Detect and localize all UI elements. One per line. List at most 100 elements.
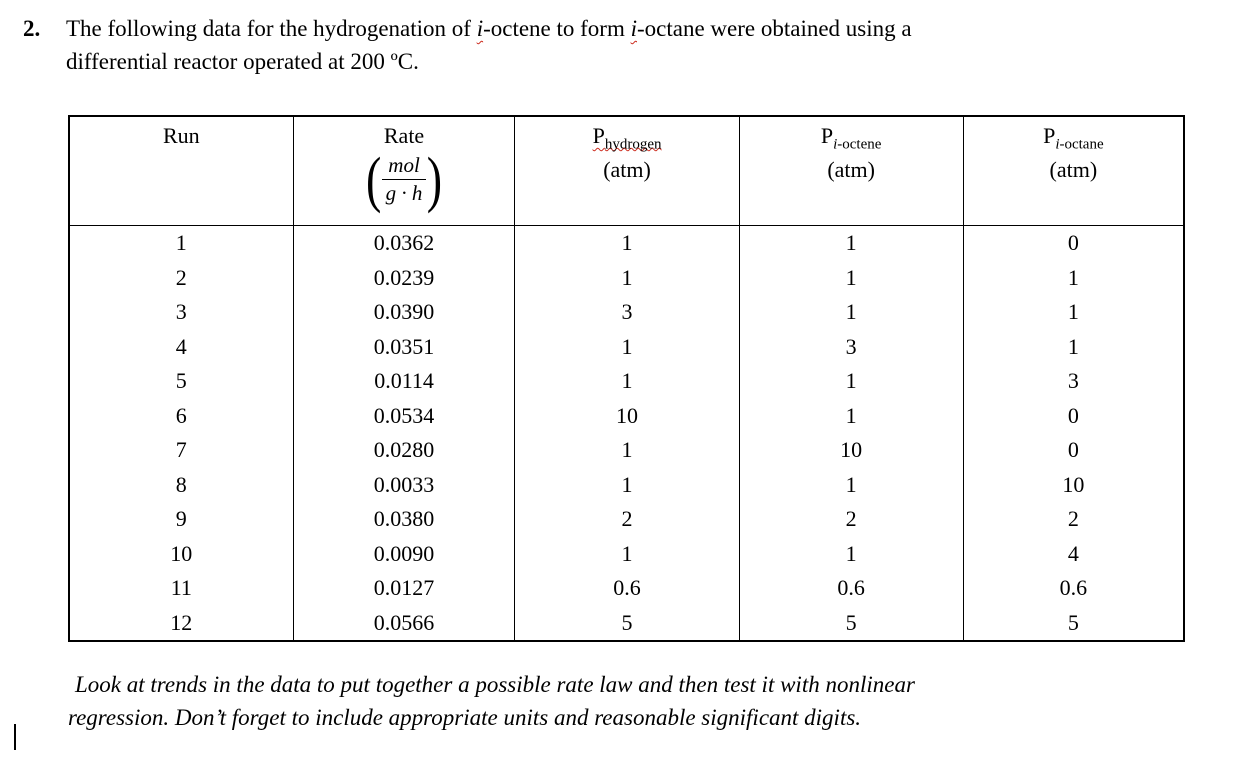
cell-p-octene: 1 [738,260,964,295]
table-row: 5 0.0114 1 1 3 [69,364,1184,399]
cell-p-octene: 0.6 [738,571,964,606]
cell-p-hydrogen: 3 [514,295,740,330]
problem-text-line2: differential reactor operated at 200 ºC. [66,49,419,75]
cell-run: 9 [175,506,187,531]
instruction-line2: regression. Don’t forget to include appr… [68,705,862,731]
cell-rate: 0.0351 [292,329,515,364]
problem-statement: 2. The following data for the hydrogenat… [23,12,1224,79]
cell-rate: 0.0114 [292,364,515,399]
cell-p-hydrogen: 1 [514,364,740,399]
table-row: 10 0.0090 1 1 4 [69,536,1184,571]
cell-p-octane: 10 [962,467,1184,502]
rate-unit: mol g · h [382,153,426,206]
table-row: 2 0.0239 1 1 1 [69,260,1184,295]
cell-run: 4 [175,333,187,359]
p-symbol: P [820,123,834,148]
cell-rate: 0.0362 [292,225,515,261]
cell-p-octene: 1 [738,364,964,399]
i-octene-i: i [476,16,484,41]
hydrogen-subscript: hydrogen [604,136,662,153]
text-cursor[interactable] [14,724,16,750]
cell-p-octane: 5 [962,605,1184,641]
cell-p-octene: 1 [738,398,964,433]
col-header-p-octane: Pi-octane (atm) [962,116,1184,226]
cell-p-octane: 1 [962,260,1184,295]
cell-p-octane: 0 [962,225,1184,261]
octane-sub-i: i [1055,136,1060,153]
cell-p-hydrogen: 10 [514,398,740,433]
cell-p-octane: 3 [962,364,1184,399]
cell-rate: 0.0380 [292,502,515,537]
table-row: 12 0.0566 5 5 5 [69,605,1184,641]
cell-p-octane: 0.6 [962,571,1184,606]
cell-run: 10 [170,540,193,566]
col-header-p-octene: Pi-octene (atm) [738,116,964,226]
p-hydrogen-label: Phydrogen [592,123,662,153]
cell-rate: 0.0566 [292,605,515,641]
table-row: 9 0.0380 2 2 2 [69,502,1184,537]
cell-p-octene: 5 [738,605,964,641]
table-row: 1 0.0362 1 1 0 [69,225,1184,261]
p-symbol: P [1043,123,1056,148]
cell-p-hydrogen: 1 [514,536,740,571]
table-row: 6 0.0534 10 1 0 [69,398,1184,433]
problem-text-line1: The following data for the hydrogenation… [66,12,912,45]
cell-rate: 0.0390 [292,295,515,330]
atm-unit: (atm) [827,157,875,182]
cell-p-octane: 0 [962,398,1184,433]
octene-subscript: i-octene [833,136,881,152]
text-segment: The following data for the hydrogenation… [66,16,477,41]
cell-p-hydrogen: 0.6 [514,571,740,606]
cell-rate: 0.0033 [292,467,515,502]
octane-subscript: i-octane [1055,136,1103,152]
cell-p-octane: 1 [962,295,1184,330]
i-octane-i: i [630,16,637,41]
p-octene-label: Pi-octene [820,123,882,152]
cell-run: 6 [175,402,187,428]
cell-run: 2 [175,264,187,290]
cell-rate: 0.0127 [292,571,515,606]
cell-rate: 0.0090 [292,536,515,571]
table-row: 11 0.0127 0.6 0.6 0.6 [69,571,1184,606]
cell-p-hydrogen: 1 [514,225,740,261]
text-segment: -octene to form [483,16,631,41]
cell-rate: 0.0239 [292,260,515,295]
octene-sub-i: i [833,136,838,153]
cell-p-octane: 4 [962,536,1184,571]
col-header-p-hydrogen: Phydrogen (atm) [514,116,740,226]
table-row: 3 0.0390 3 1 1 [69,295,1184,330]
cell-p-hydrogen: 1 [514,433,740,468]
cell-p-octane: 2 [962,502,1184,537]
cell-p-octane: 1 [962,329,1184,364]
problem-number: 2. [23,16,41,41]
cell-p-octene: 10 [738,433,964,468]
cell-run: 5 [175,368,187,393]
cell-run: 7 [175,437,187,462]
octene-sub-rest: -octene [837,136,882,153]
atm-unit: (atm) [1049,157,1098,182]
instruction-note: Look at trends in the data to put togeth… [68,668,1194,735]
table-row: 8 0.0033 1 1 10 [69,467,1184,502]
cell-p-octene: 1 [738,225,964,261]
cell-p-hydrogen: 2 [514,502,740,537]
cell-rate: 0.0534 [292,398,515,433]
table-header-row: Run Rate ( mol g · h ) [69,116,1184,226]
octane-sub-rest: -octane [1059,136,1104,153]
col-header-rate: Rate ( mol g · h ) [292,116,515,226]
instruction-line1: Look at trends in the data to put togeth… [75,672,915,697]
rate-unit-denominator: g · h [385,181,423,206]
rate-label: Rate [383,123,425,148]
cell-p-hydrogen: 1 [514,329,740,364]
rate-unit-numerator: mol [382,153,426,181]
cell-p-octene: 1 [738,295,964,330]
cell-run: 3 [175,299,187,324]
cell-p-hydrogen: 1 [514,467,740,502]
table-row: 7 0.0280 1 10 0 [69,433,1184,468]
cell-p-hydrogen: 5 [514,605,740,641]
rate-unit-fraction: ( mol g · h ) [365,148,443,210]
cell-p-octene: 3 [738,329,964,364]
p-symbol: P [592,123,605,148]
data-table: Run Rate ( mol g · h ) [68,115,1185,642]
cell-run: 1 [175,230,187,255]
atm-unit: (atm) [603,157,651,182]
